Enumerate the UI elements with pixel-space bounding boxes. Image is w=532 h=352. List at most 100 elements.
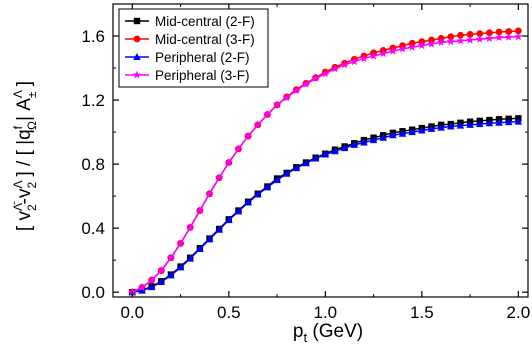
data-point [418,126,426,134]
data-point [215,225,223,233]
x-tick-label: 2.0 [507,303,531,322]
data-point [514,117,523,125]
data-point [301,79,311,88]
data-point [466,31,474,38]
data-point [475,120,484,128]
legend-label: Peripheral (3-F) [155,68,250,83]
data-point [350,57,359,66]
legend-item: Mid-central (2-F) [125,14,255,29]
data-point [360,138,368,146]
data-point [282,93,291,102]
data-point [157,266,166,275]
data-point [224,158,233,167]
data-point [133,53,141,60]
x-axis-title: pt (GeV) [293,321,363,345]
plot-frame [112,3,529,298]
data-point [292,86,301,95]
data-point [176,238,185,247]
data-point [263,110,272,119]
data-point [398,129,407,137]
data-point [359,54,369,62]
y-tick-label: 1.6 [81,27,105,46]
data-point [205,189,214,198]
data-point [205,235,214,243]
legend-label: Mid-central (2-F) [155,14,255,29]
data-point [340,144,349,152]
data-point [476,30,484,38]
data-point [272,100,282,109]
data-point [465,35,475,44]
data-point [331,147,339,155]
data-point [292,164,301,172]
x-tick-label: 1.5 [410,303,434,322]
data-point [485,29,493,37]
data-point [398,44,407,53]
legend-box [118,8,269,88]
data-point [446,37,455,46]
y-tick-label: 1.2 [81,91,105,110]
data-point [466,120,474,128]
y-tick-label: 0.0 [81,283,105,302]
data-point [437,123,445,131]
data-point [457,31,464,39]
data-point [485,119,494,127]
data-point [147,283,156,291]
data-point [133,17,141,25]
data-point [321,150,330,158]
legend: Mid-central (2-F) Mid-central (3-F) Periph… [118,8,269,88]
data-point [244,198,252,206]
data-point [234,207,243,215]
y-axis-title: [ vΛ̄2-vΛ2 ] / [ |qfΩ| AΛ± ] [11,81,39,231]
data-point [234,144,243,153]
data-point [138,286,146,294]
y-tick-label: 0.8 [81,155,105,174]
data-point [408,128,416,136]
series-peripheral-2-f [128,117,523,296]
data-point [417,41,427,50]
data-point [514,32,523,41]
data-point [350,140,359,148]
x-tick-label: 1.0 [314,303,338,322]
axes-layer: 0.0 0.5 1.0 1.5 2.0 0.0 0.4 0.8 1.2 1.6 [81,3,531,322]
data-point [176,263,185,271]
legend-label: Peripheral (2-F) [155,50,250,65]
data-point [330,64,340,73]
x-tick-label: 0.5 [217,303,241,322]
data-point [446,122,455,130]
data-point [167,271,175,279]
data-point [485,34,494,42]
data-point [456,121,465,129]
data-point [166,253,176,262]
data-point [302,159,310,167]
data-point [379,49,388,58]
data-point [514,27,522,35]
legend-item: Peripheral (2-F) [125,50,250,65]
data-point [436,38,446,46]
data-point [225,216,233,224]
x-tick-label: 0.0 [120,303,144,322]
data-point [273,176,281,184]
series-layer [128,27,523,296]
data-point [196,244,204,252]
data-point [263,183,272,191]
data-point [282,169,291,177]
data-point [388,46,398,55]
data-point [195,206,205,215]
data-point [427,39,436,48]
data-point [475,34,484,43]
data-point [456,36,465,45]
data-point [214,173,224,182]
data-point [311,74,320,83]
data-point [408,42,417,51]
data-point [311,154,320,162]
data-point [253,120,262,129]
series-peripheral-3-f [128,32,523,296]
data-point [340,60,349,69]
data-point [253,190,262,198]
data-point [379,133,388,141]
legend-item: Mid-central (3-F) [125,32,255,47]
data-point [447,33,455,41]
data-point [505,28,513,35]
data-point [147,275,156,284]
